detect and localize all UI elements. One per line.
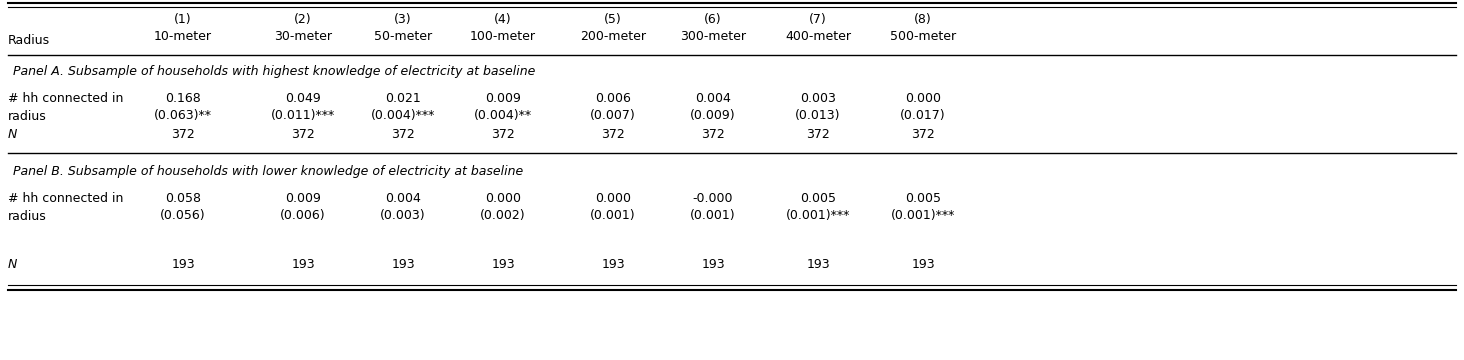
- Text: (0.056): (0.056): [160, 210, 206, 222]
- Text: 0.000: 0.000: [905, 91, 941, 104]
- Text: (0.001): (0.001): [690, 210, 736, 222]
- Text: N: N: [7, 129, 18, 141]
- Text: 0.003: 0.003: [799, 91, 836, 104]
- Text: 400-meter: 400-meter: [785, 30, 851, 42]
- Text: 0.168: 0.168: [165, 91, 201, 104]
- Text: (0.006): (0.006): [280, 210, 326, 222]
- Text: (0.001)***: (0.001)***: [890, 210, 955, 222]
- Text: (0.004)**: (0.004)**: [474, 109, 531, 122]
- Text: (0.002): (0.002): [480, 210, 526, 222]
- Text: (3): (3): [394, 13, 411, 27]
- Text: 372: 372: [291, 129, 315, 141]
- Text: (5): (5): [605, 13, 622, 27]
- Text: 193: 193: [911, 258, 935, 271]
- Text: radius: radius: [7, 109, 47, 122]
- Text: (0.007): (0.007): [590, 109, 635, 122]
- Text: (0.009): (0.009): [690, 109, 736, 122]
- Text: (1): (1): [174, 13, 192, 27]
- Text: 193: 193: [807, 258, 830, 271]
- Text: -0.000: -0.000: [692, 192, 733, 204]
- Text: 0.009: 0.009: [285, 192, 321, 204]
- Text: 372: 372: [807, 129, 830, 141]
- Text: 0.021: 0.021: [385, 91, 420, 104]
- Text: 372: 372: [171, 129, 195, 141]
- Text: # hh connected in: # hh connected in: [7, 91, 123, 104]
- Text: 300-meter: 300-meter: [679, 30, 747, 42]
- Text: (0.063)**: (0.063)**: [154, 109, 212, 122]
- Text: 0.004: 0.004: [695, 91, 731, 104]
- Text: (0.011)***: (0.011)***: [271, 109, 335, 122]
- Text: 372: 372: [490, 129, 515, 141]
- Text: radius: radius: [7, 210, 47, 222]
- Text: 0.000: 0.000: [594, 192, 631, 204]
- Text: 30-meter: 30-meter: [274, 30, 332, 42]
- Text: 0.005: 0.005: [799, 192, 836, 204]
- Text: 200-meter: 200-meter: [580, 30, 646, 42]
- Text: (0.001): (0.001): [590, 210, 635, 222]
- Text: 193: 193: [701, 258, 725, 271]
- Text: 372: 372: [911, 129, 935, 141]
- Text: Panel A. Subsample of households with highest knowledge of electricity at baseli: Panel A. Subsample of households with hi…: [13, 66, 536, 78]
- Text: 0.000: 0.000: [485, 192, 521, 204]
- Text: (0.013): (0.013): [795, 109, 840, 122]
- Text: 372: 372: [701, 129, 725, 141]
- Text: 193: 193: [291, 258, 315, 271]
- Text: 193: 193: [171, 258, 195, 271]
- Text: (0.001)***: (0.001)***: [786, 210, 851, 222]
- Text: Panel B. Subsample of households with lower knowledge of electricity at baseline: Panel B. Subsample of households with lo…: [13, 166, 523, 179]
- Text: (6): (6): [704, 13, 722, 27]
- Text: (4): (4): [495, 13, 512, 27]
- Text: 0.058: 0.058: [165, 192, 201, 204]
- Text: 372: 372: [391, 129, 414, 141]
- Text: N: N: [7, 258, 18, 271]
- Text: (0.003): (0.003): [381, 210, 426, 222]
- Text: Radius: Radius: [7, 34, 50, 47]
- Text: 500-meter: 500-meter: [890, 30, 956, 42]
- Text: (8): (8): [914, 13, 933, 27]
- Text: (7): (7): [810, 13, 827, 27]
- Text: (0.017): (0.017): [900, 109, 946, 122]
- Text: 0.009: 0.009: [485, 91, 521, 104]
- Text: # hh connected in: # hh connected in: [7, 192, 123, 204]
- Text: (2): (2): [294, 13, 312, 27]
- Text: 0.006: 0.006: [594, 91, 631, 104]
- Text: 100-meter: 100-meter: [470, 30, 536, 42]
- Text: 0.049: 0.049: [285, 91, 321, 104]
- Text: 10-meter: 10-meter: [154, 30, 212, 42]
- Text: 0.005: 0.005: [905, 192, 941, 204]
- Text: 193: 193: [492, 258, 515, 271]
- Text: 50-meter: 50-meter: [373, 30, 432, 42]
- Text: 193: 193: [602, 258, 625, 271]
- Text: 193: 193: [391, 258, 414, 271]
- Text: (0.004)***: (0.004)***: [370, 109, 435, 122]
- Text: 0.004: 0.004: [385, 192, 422, 204]
- Text: 372: 372: [602, 129, 625, 141]
